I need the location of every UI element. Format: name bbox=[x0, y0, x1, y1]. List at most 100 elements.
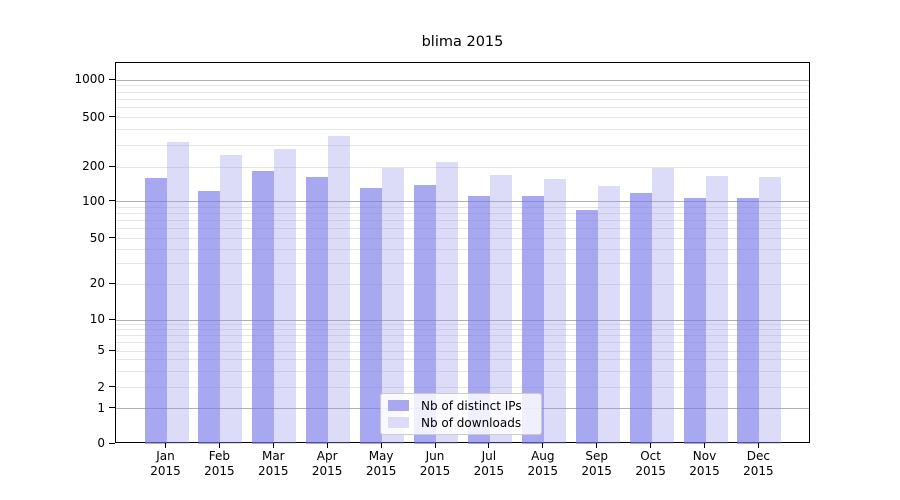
gridline-minor bbox=[116, 213, 809, 215]
x-tick-label-month: Jul bbox=[481, 449, 497, 463]
x-tick-label-year: 2015 bbox=[311, 464, 343, 478]
x-tick-label-year: 2015 bbox=[365, 464, 397, 478]
gridline-minor bbox=[116, 91, 809, 93]
x-tick-label-month: Apr bbox=[316, 449, 338, 463]
bar-downloads bbox=[220, 154, 243, 444]
y-tick-label: 500 bbox=[82, 109, 105, 124]
x-tick-label: Jun 2015 bbox=[403, 449, 467, 479]
gridline-minor bbox=[116, 220, 809, 222]
x-tick-label-month: Oct bbox=[640, 449, 661, 463]
bar-downloads bbox=[705, 176, 728, 444]
bar-ips bbox=[467, 196, 490, 444]
x-tick-label-month: Nov bbox=[692, 449, 717, 463]
gridline-minor bbox=[116, 359, 809, 361]
gridline-major bbox=[116, 201, 809, 203]
gridline-minor bbox=[116, 342, 809, 344]
y-tick-label: 0 bbox=[97, 436, 105, 450]
gridline-minor bbox=[116, 335, 809, 337]
x-tick-label-year: 2015 bbox=[150, 464, 181, 478]
bar-ips bbox=[521, 196, 544, 444]
bar-downloads bbox=[597, 186, 620, 444]
bar-ips bbox=[414, 185, 436, 444]
y-tick-label: 200 bbox=[82, 159, 105, 173]
x-tick-label: May 2015 bbox=[349, 449, 413, 479]
bar-downloads bbox=[436, 161, 458, 444]
x-tick-label: Jan 2015 bbox=[134, 449, 198, 479]
x-tick-label: Aug 2015 bbox=[511, 449, 575, 479]
legend-item: Nb of downloads bbox=[388, 416, 533, 430]
gridline-minor bbox=[116, 370, 809, 372]
bar-downloads bbox=[274, 149, 297, 444]
bars-layer bbox=[116, 63, 809, 444]
x-tick-label-month: May bbox=[368, 449, 394, 463]
x-tick-label: Jul 2015 bbox=[457, 449, 521, 479]
bar-ips bbox=[144, 178, 167, 444]
gridline-minor bbox=[116, 387, 809, 389]
bar-ips bbox=[683, 198, 706, 444]
x-tick-label-year: 2015 bbox=[473, 464, 505, 478]
x-tick-label-year: 2015 bbox=[581, 464, 612, 478]
bar-downloads bbox=[489, 175, 512, 444]
gridline-minor bbox=[116, 350, 809, 352]
gridline-minor bbox=[116, 206, 809, 208]
x-tick-label-year: 2015 bbox=[743, 464, 774, 478]
bar-downloads bbox=[651, 167, 674, 444]
gridline-minor bbox=[116, 249, 809, 251]
x-tick-label: Nov 2015 bbox=[673, 449, 737, 479]
x-tick-label-month: Feb bbox=[208, 449, 231, 463]
y-tick-label: 10 bbox=[89, 312, 105, 326]
x-tick-label-year: 2015 bbox=[527, 464, 559, 478]
x-tick-label-month: Jan bbox=[156, 449, 175, 463]
bar-downloads bbox=[382, 168, 405, 444]
gridlines-layer bbox=[116, 63, 809, 442]
gridline-minor bbox=[116, 166, 809, 168]
y-tick-label: 20 bbox=[89, 276, 105, 290]
y-tick-label: 50 bbox=[89, 230, 105, 245]
x-tick-label: Mar 2015 bbox=[241, 449, 305, 479]
gridline-minor bbox=[116, 129, 809, 131]
y-tick-label: 1 bbox=[97, 400, 105, 415]
bar-downloads bbox=[759, 176, 782, 444]
legend-swatch-icon bbox=[388, 400, 409, 411]
legend-swatch-icon bbox=[388, 417, 409, 428]
legend: Nb of distinct IPs Nb of downloads bbox=[380, 393, 542, 435]
x-tick-label-year: 2015 bbox=[204, 464, 235, 478]
gridline-minor bbox=[116, 107, 809, 109]
gridline-minor bbox=[116, 99, 809, 101]
gridline-minor bbox=[116, 329, 809, 331]
y-tick-label: 100 bbox=[82, 193, 105, 208]
gridline-major bbox=[116, 319, 809, 321]
bar-ips bbox=[198, 191, 221, 444]
x-tick-label: Dec 2015 bbox=[726, 449, 790, 479]
gridline-minor bbox=[116, 324, 809, 326]
chart-title: blima 2015 bbox=[421, 34, 504, 50]
x-tick-label: Feb 2015 bbox=[187, 449, 251, 479]
x-tick-label: Sep 2015 bbox=[565, 449, 629, 479]
y-tick-label: 2 bbox=[97, 379, 105, 394]
x-tick-label-month: Mar bbox=[261, 449, 285, 463]
legend-item: Nb of distinct IPs bbox=[388, 399, 533, 413]
x-tick-label-year: 2015 bbox=[419, 464, 451, 478]
x-tick-label-month: Jun bbox=[425, 449, 445, 463]
bar-downloads bbox=[166, 141, 189, 444]
bar-ips bbox=[737, 198, 760, 444]
bar-ips bbox=[575, 210, 598, 444]
bar-ips bbox=[306, 176, 329, 444]
gridline-minor bbox=[116, 85, 809, 87]
x-tick-label-year: 2015 bbox=[689, 464, 720, 478]
bar-downloads bbox=[543, 179, 566, 444]
gridline-minor bbox=[116, 283, 809, 285]
gridline-minor bbox=[116, 263, 809, 265]
gridline-major bbox=[116, 79, 809, 81]
gridline-minor bbox=[116, 228, 809, 230]
y-tick-label: 5 bbox=[97, 343, 105, 357]
x-tick-label-year: 2015 bbox=[635, 464, 666, 478]
x-tick-label: Oct 2015 bbox=[619, 449, 683, 479]
x-tick-label-month: Dec bbox=[746, 449, 770, 463]
legend-item-label: Nb of downloads bbox=[421, 415, 522, 430]
legend-item-label: Nb of distinct IPs bbox=[421, 398, 522, 413]
plot-area bbox=[115, 62, 810, 444]
x-tick-label: Apr 2015 bbox=[295, 449, 359, 479]
x-tick-label-year: 2015 bbox=[258, 464, 289, 478]
